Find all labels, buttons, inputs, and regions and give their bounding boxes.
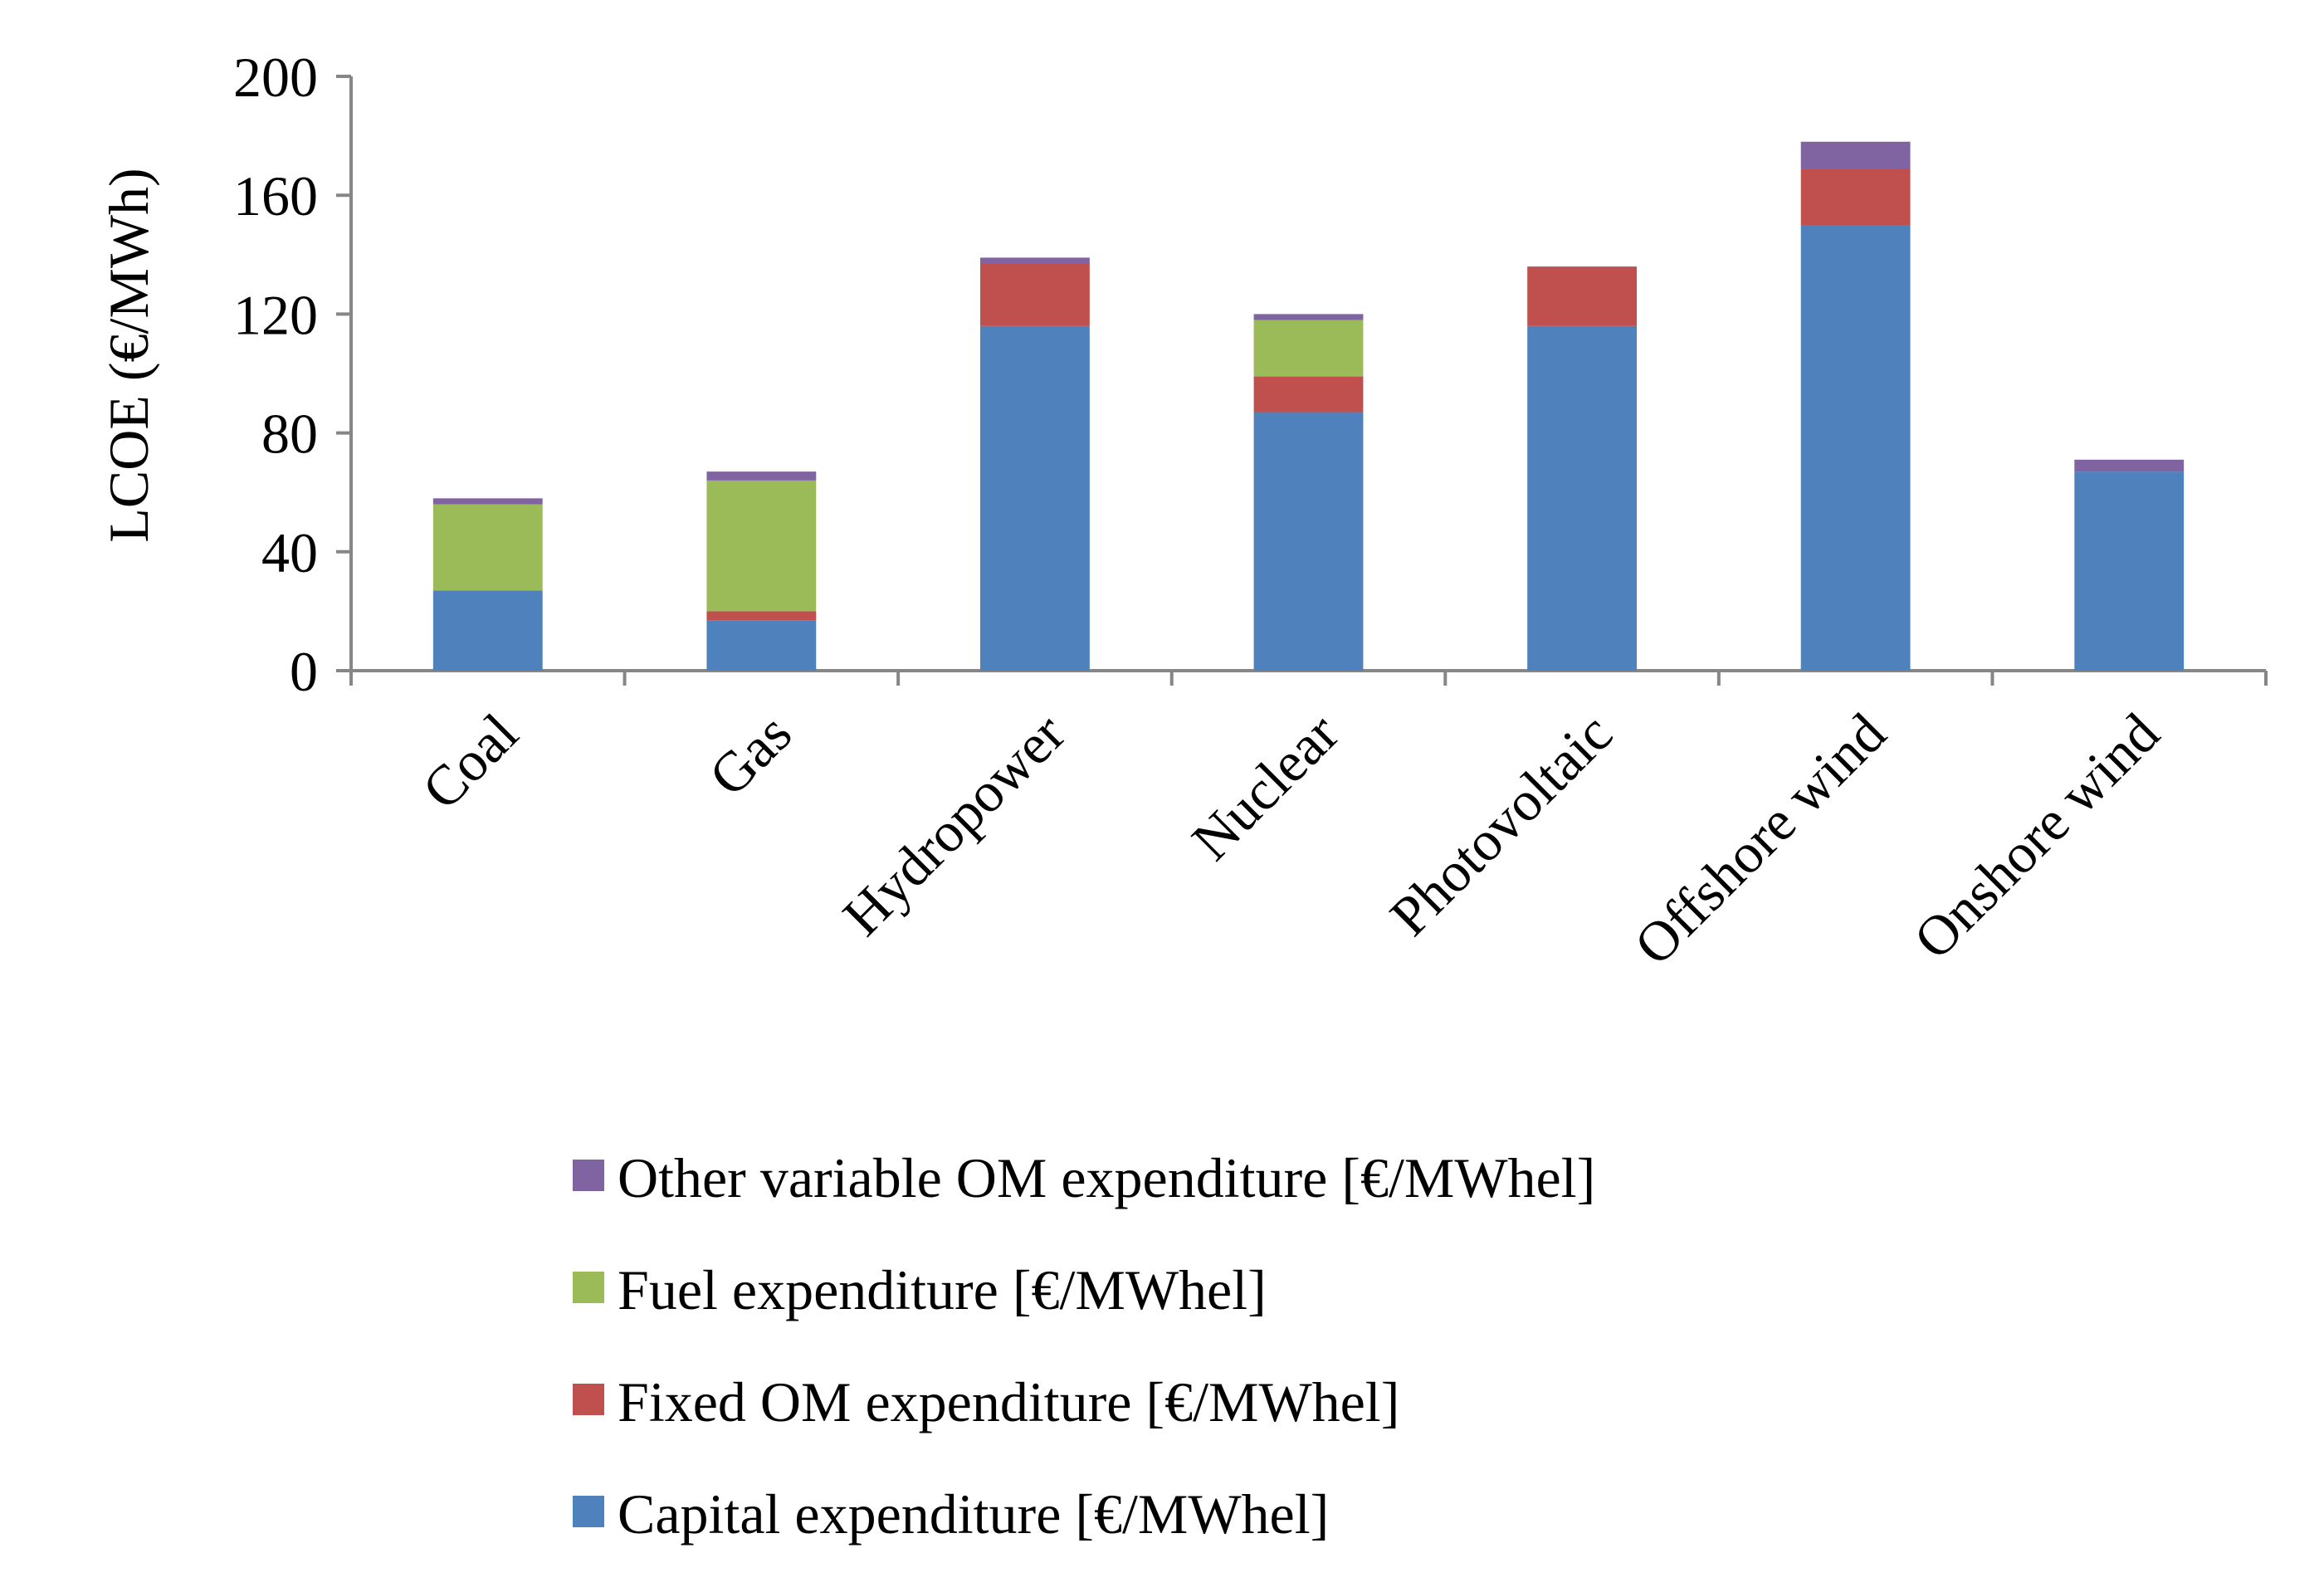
bar-segment [1800,168,1911,225]
legend-label: Other variable OM expenditure [€/MWhel] [618,1146,1595,1209]
bar-segment [1253,412,1364,671]
bar-segment [706,480,817,612]
x-tick-label: Offshore wind [1622,701,1897,977]
legend-swatch [573,1160,604,1191]
x-tick-label: Nuclear [1179,701,1350,872]
legend: Other variable OM expenditure [€/MWhel] F… [573,1146,1595,1546]
x-tick-label: Hydropower [831,701,1077,948]
bar-segment [1800,141,1911,168]
legend-swatch [573,1496,604,1527]
bar-segment [2074,471,2185,671]
bar-segment [980,257,1090,264]
bar-segment [1253,376,1364,413]
legend-label: Fixed OM expenditure [€/MWhel] [618,1370,1399,1433]
y-axis: 0 40 80 120 160 200 [233,46,353,703]
bar-segment [706,620,817,671]
y-tick-label: 200 [233,46,318,109]
x-tick-label: Photovoltaic [1378,701,1624,948]
bar-segment [2074,459,2185,472]
legend-swatch [573,1384,604,1415]
bar-segment [432,498,543,505]
y-tick-label: 120 [233,283,318,346]
x-axis: Coal Gas Hydropower Nuclear PhotovoltaicOffs… [349,669,2268,977]
x-tick-label: Gas [696,701,803,808]
bar-segment [432,504,543,591]
y-tick-label: 0 [290,640,318,703]
bars [432,141,2185,671]
bar-segment [706,611,817,621]
y-axis-title: LCOE (€/MWh) [97,168,160,542]
y-tick-label: 80 [261,403,318,466]
bar-segment [1527,266,1637,326]
bar-segment [1527,325,1637,671]
legend-label: Fuel expenditure [€/MWhel] [618,1258,1267,1321]
legend-label: Capital expenditure [€/MWhel] [618,1482,1329,1546]
legend-swatch [573,1272,604,1303]
bar-segment [1253,314,1364,320]
bar-segment [432,590,543,671]
bar-segment [980,263,1090,326]
bar-segment [980,325,1090,671]
x-tick-label: Onshore wind [1902,701,2171,971]
y-tick-label: 160 [233,164,318,227]
bar-segment [706,471,817,481]
bar-segment [1253,320,1364,377]
y-tick-label: 40 [261,521,318,584]
x-tick-label: Coal [410,701,530,822]
bar-segment [1800,225,1911,671]
